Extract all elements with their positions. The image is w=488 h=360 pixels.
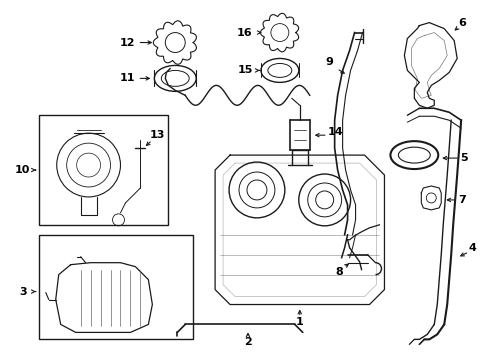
Text: 8: 8 bbox=[335, 267, 343, 276]
Text: 3: 3 bbox=[19, 287, 27, 297]
Bar bbox=[39, 235, 193, 339]
Text: 2: 2 bbox=[244, 337, 251, 347]
Text: 6: 6 bbox=[457, 18, 465, 28]
Bar bbox=[39, 115, 168, 225]
Text: 4: 4 bbox=[467, 243, 475, 253]
Text: 13: 13 bbox=[149, 130, 164, 140]
Text: 14: 14 bbox=[327, 127, 343, 137]
Text: 12: 12 bbox=[120, 37, 135, 48]
Text: 7: 7 bbox=[457, 195, 465, 205]
Text: 16: 16 bbox=[237, 28, 252, 37]
Text: 5: 5 bbox=[459, 153, 467, 163]
Text: 9: 9 bbox=[325, 58, 333, 67]
Text: 11: 11 bbox=[120, 73, 135, 84]
Text: 10: 10 bbox=[15, 165, 30, 175]
Text: 15: 15 bbox=[237, 66, 252, 76]
Text: 1: 1 bbox=[295, 318, 303, 328]
